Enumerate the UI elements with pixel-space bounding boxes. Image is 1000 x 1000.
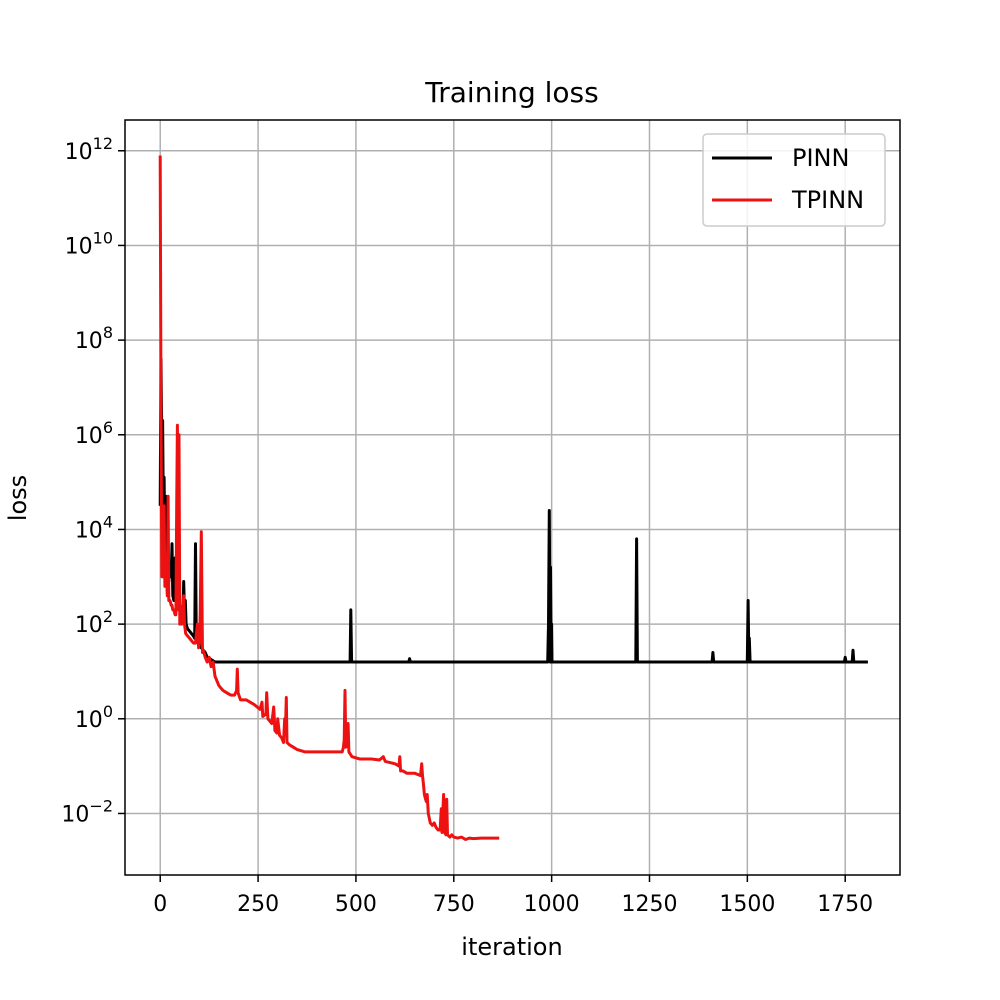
x-tick-label: 1000: [524, 892, 580, 917]
legend: PINN TPINN: [702, 133, 886, 227]
y-tick-label: 106: [75, 418, 113, 449]
y-tick-label: 1010: [65, 228, 113, 259]
y-tick-label: 100: [75, 702, 113, 733]
x-tick-label: 750: [433, 892, 475, 917]
x-tick-label: 1250: [621, 892, 677, 917]
x-tick-label: 500: [335, 892, 377, 917]
y-axis: 10−2 100 102 104 106 108 1010 1012: [61, 134, 125, 827]
x-axis-label: iteration: [461, 933, 562, 961]
chart-title: Training loss: [424, 76, 598, 109]
series-line-pinn: [158, 357, 868, 664]
x-grid: [159, 120, 846, 875]
y-tick-label: 108: [75, 323, 113, 354]
y-grid: [125, 150, 900, 815]
x-tick-label: 250: [237, 892, 279, 917]
y-tick-label: 10−2: [61, 796, 113, 827]
y-tick-label: 102: [75, 607, 113, 638]
x-tick-label: 0: [153, 892, 167, 917]
legend-label-tpinn: TPINN: [791, 186, 864, 214]
x-tick-label: 1750: [817, 892, 873, 917]
legend-label-pinn: PINN: [792, 144, 849, 172]
x-tick-label: 1500: [719, 892, 775, 917]
y-axis-label: loss: [4, 475, 32, 521]
series-line-tpinn: [158, 155, 500, 841]
plot-frame: [124, 119, 901, 876]
series-layer: [158, 155, 868, 841]
y-tick-label: 1012: [65, 134, 113, 165]
y-tick-label: 104: [75, 512, 113, 543]
x-axis: 0 250 500 750 1000 1250 1500 1750: [153, 875, 873, 917]
